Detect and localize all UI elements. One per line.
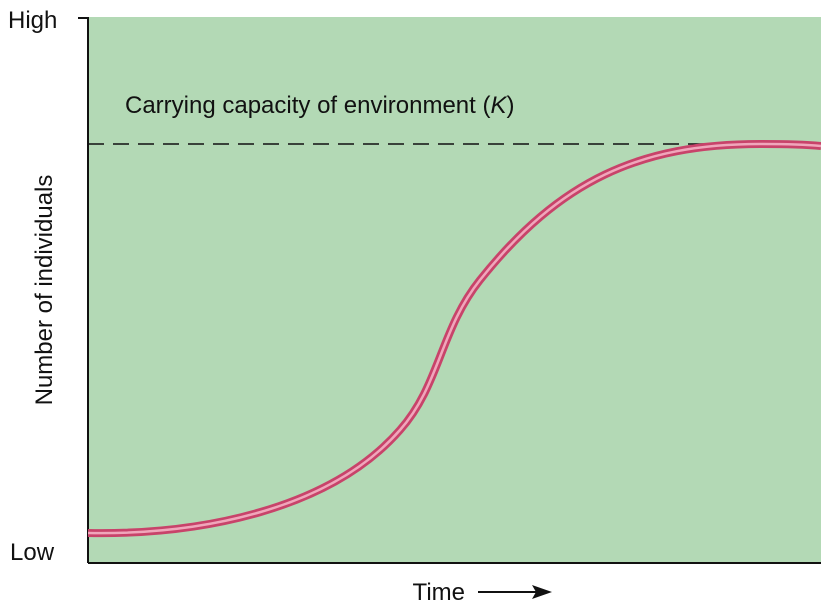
growth-curve-highlight xyxy=(87,142,821,535)
y-axis-label: Number of individuals xyxy=(31,175,58,406)
annotation-variable: K xyxy=(490,92,507,119)
annotation: Carrying capacity of environment (K) xyxy=(125,92,515,119)
plot-area xyxy=(88,17,821,563)
y-high-label: High xyxy=(8,7,57,34)
time-arrowhead xyxy=(532,585,552,599)
y-low-label: Low xyxy=(10,539,55,566)
x-axis-label: Time xyxy=(413,579,465,606)
annotation-text: Carrying capacity of environment ( xyxy=(125,92,490,119)
annotation-close: ) xyxy=(507,92,515,119)
